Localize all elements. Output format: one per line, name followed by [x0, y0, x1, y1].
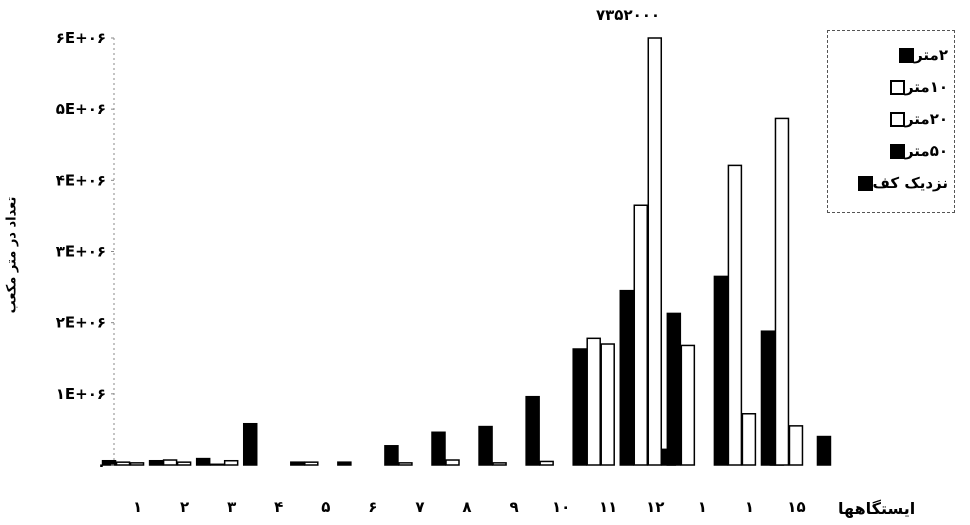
x-category-label: ۹ — [509, 498, 518, 516]
legend-swatch — [889, 79, 905, 95]
bar — [209, 463, 225, 466]
bar — [741, 413, 757, 466]
bar — [431, 431, 446, 466]
y-tick-label: ۳E+۰۶ — [56, 243, 106, 261]
x-category-label: ۲ — [180, 498, 189, 516]
x-category-label: ۱ — [698, 498, 707, 516]
x-category-label: ۱۰ — [552, 498, 570, 516]
bar — [525, 395, 540, 466]
x-category-label: ۱ — [745, 498, 754, 516]
bar — [680, 344, 696, 466]
x-category-label: ۳ — [227, 498, 236, 516]
bar — [788, 425, 804, 466]
x-category-label: ۱۱ — [599, 498, 617, 516]
bar — [337, 461, 352, 466]
x-category-label: ۷ — [415, 498, 424, 516]
x-category-labels: ۱ ۲ ۳ ۴ ۵ ۶ ۷ ۸ ۹ ۱۰ ۱۱ ۱۲ ۱ ۱ ۱۵ — [133, 498, 806, 516]
legend-item: نزدیک کف — [834, 167, 948, 199]
bar — [304, 461, 319, 466]
bar — [115, 461, 131, 466]
legend-swatch — [889, 111, 905, 127]
legend-label: نزدیک کف — [872, 174, 948, 192]
y-tick-label: ۴E+۰۶ — [56, 171, 106, 189]
bar — [492, 462, 507, 466]
legend-label: ۱۰متر — [904, 78, 948, 96]
bar — [727, 164, 743, 466]
chart-legend: ۲متر ۱۰متر ۲۰متر ۵۰متر نزدیک کف — [827, 30, 955, 213]
bar — [445, 459, 460, 466]
bar — [195, 457, 211, 466]
x-category-label: ۴ — [274, 498, 283, 516]
bar — [148, 459, 164, 466]
y-axis-title: تعداد در متر مکعب — [4, 196, 20, 314]
legend-swatch — [899, 47, 915, 63]
bar — [129, 462, 145, 466]
legend-item: ۱۰متر — [834, 71, 948, 103]
bar — [162, 459, 178, 466]
bar — [647, 37, 663, 466]
bar — [242, 422, 258, 466]
y-tick-label: ۰ — [97, 456, 106, 474]
legend-label: ۲۰متر — [904, 110, 948, 128]
bar — [101, 459, 117, 466]
legend-item: ۲متر — [834, 39, 948, 71]
bar — [713, 275, 729, 466]
bar — [816, 435, 832, 466]
x-category-label: ۱۲ — [646, 498, 664, 516]
bar — [586, 337, 601, 466]
x-axis-title: ایستگاهها — [838, 499, 916, 518]
bar — [666, 312, 682, 466]
y-tick-label: ۶E+۰۶ — [56, 29, 106, 47]
bar — [633, 204, 649, 466]
x-category-label: ۸ — [462, 498, 471, 516]
bar — [478, 425, 493, 466]
bar — [290, 461, 305, 466]
bar — [619, 289, 635, 466]
bar — [572, 348, 587, 466]
bar — [398, 462, 413, 466]
y-tick-label: ۵E+۰۶ — [56, 100, 106, 118]
legend-label: ۵۰متر — [904, 142, 948, 160]
x-category-label: ۱۵ — [787, 498, 805, 516]
y-tick-label: ۱E+۰۶ — [56, 385, 106, 403]
chart-bars — [101, 37, 832, 466]
bar — [176, 461, 192, 466]
y-tick-labels: ۰ ۱E+۰۶ ۲E+۰۶ ۳E+۰۶ ۴E+۰۶ ۵E+۰۶ ۶E+۰۶ — [56, 29, 114, 474]
bar — [774, 117, 790, 466]
bar — [600, 343, 615, 466]
bar — [760, 330, 776, 466]
bar — [223, 459, 239, 466]
x-category-label: ۵ — [321, 498, 330, 516]
x-category-label: ۶ — [368, 498, 377, 516]
legend-swatch — [857, 175, 873, 191]
legend-item: ۲۰متر — [834, 103, 948, 135]
chart-annotation: ۷۳۵۲۰۰۰ — [596, 6, 661, 24]
bar — [539, 460, 554, 466]
legend-swatch — [889, 143, 905, 159]
legend-label: ۲متر — [914, 46, 948, 64]
legend-item: ۵۰متر — [834, 135, 948, 167]
x-category-label: ۱ — [133, 498, 142, 516]
y-tick-label: ۲E+۰۶ — [56, 314, 106, 332]
bar — [384, 445, 399, 466]
